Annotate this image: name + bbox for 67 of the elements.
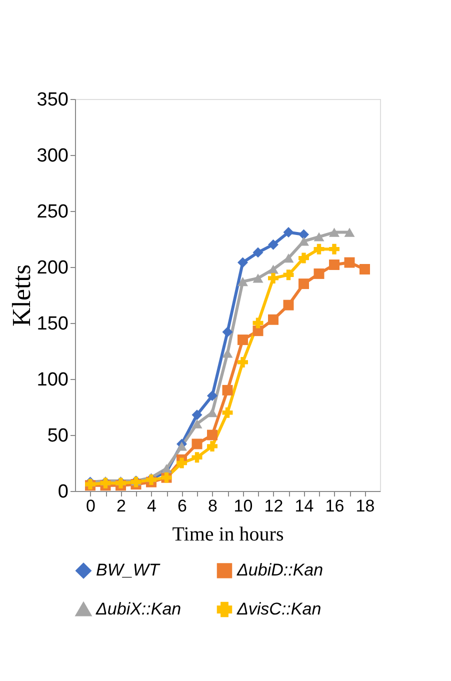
y-tick-label: 0 <box>58 482 68 502</box>
point <box>222 407 233 418</box>
point <box>238 334 248 346</box>
legend-label: BW_WT <box>96 560 161 580</box>
x-tick-label: 0 <box>86 496 96 516</box>
point <box>222 326 233 338</box>
point <box>314 268 324 279</box>
y-tick-label: 100 <box>36 370 68 390</box>
point <box>192 419 202 428</box>
point <box>283 227 294 238</box>
point <box>283 270 294 280</box>
point <box>314 244 324 254</box>
point <box>192 438 202 450</box>
point <box>298 229 309 240</box>
x-tick-label: 4 <box>147 496 156 516</box>
y-tick-label: 150 <box>36 314 68 334</box>
point <box>329 260 340 270</box>
legend-label: ΔvisC::Kan <box>236 600 322 618</box>
point <box>329 244 340 254</box>
point <box>176 442 187 451</box>
point <box>360 264 370 274</box>
point <box>344 257 355 268</box>
point <box>192 452 202 463</box>
point <box>268 272 278 284</box>
point <box>298 252 309 264</box>
point <box>298 278 309 290</box>
point <box>283 254 294 263</box>
x-tick-label: 18 <box>356 496 375 516</box>
point <box>176 458 187 468</box>
y-tick-label: 200 <box>36 258 68 278</box>
y-tick-label: 50 <box>47 426 68 446</box>
y-tick-label: 300 <box>36 146 68 166</box>
point <box>161 464 172 474</box>
point <box>222 384 233 396</box>
point <box>252 318 264 328</box>
x-tick-label: 2 <box>116 496 126 516</box>
point <box>238 356 248 368</box>
point <box>268 239 278 250</box>
legend-label: ΔubiX::Kan <box>95 600 182 618</box>
point <box>283 300 294 310</box>
y-tick-label: 350 <box>36 90 68 110</box>
point <box>314 232 324 242</box>
point <box>207 440 218 452</box>
point <box>207 430 218 440</box>
point <box>207 390 218 402</box>
point <box>252 274 264 283</box>
point <box>268 264 278 274</box>
x-tick-label: 8 <box>208 496 218 516</box>
point <box>344 228 355 237</box>
point <box>252 247 264 258</box>
x-tick-label: 6 <box>178 496 187 516</box>
point <box>268 314 278 325</box>
point <box>192 410 202 420</box>
legend-label: ΔubiD::Kan <box>236 560 324 580</box>
point <box>207 408 218 418</box>
point <box>298 236 309 246</box>
x-tick-label: 10 <box>234 496 253 516</box>
point <box>329 228 340 237</box>
x-axis-title: Time in hours <box>172 524 284 546</box>
point <box>222 348 233 358</box>
point <box>238 257 248 268</box>
x-tick-label: 12 <box>264 496 284 516</box>
x-tick-label: 14 <box>294 496 314 516</box>
x-tick-label: 16 <box>325 496 344 516</box>
y-tick-label: 250 <box>36 202 68 222</box>
y-axis-title: Kletts <box>6 264 36 327</box>
point <box>238 277 248 286</box>
